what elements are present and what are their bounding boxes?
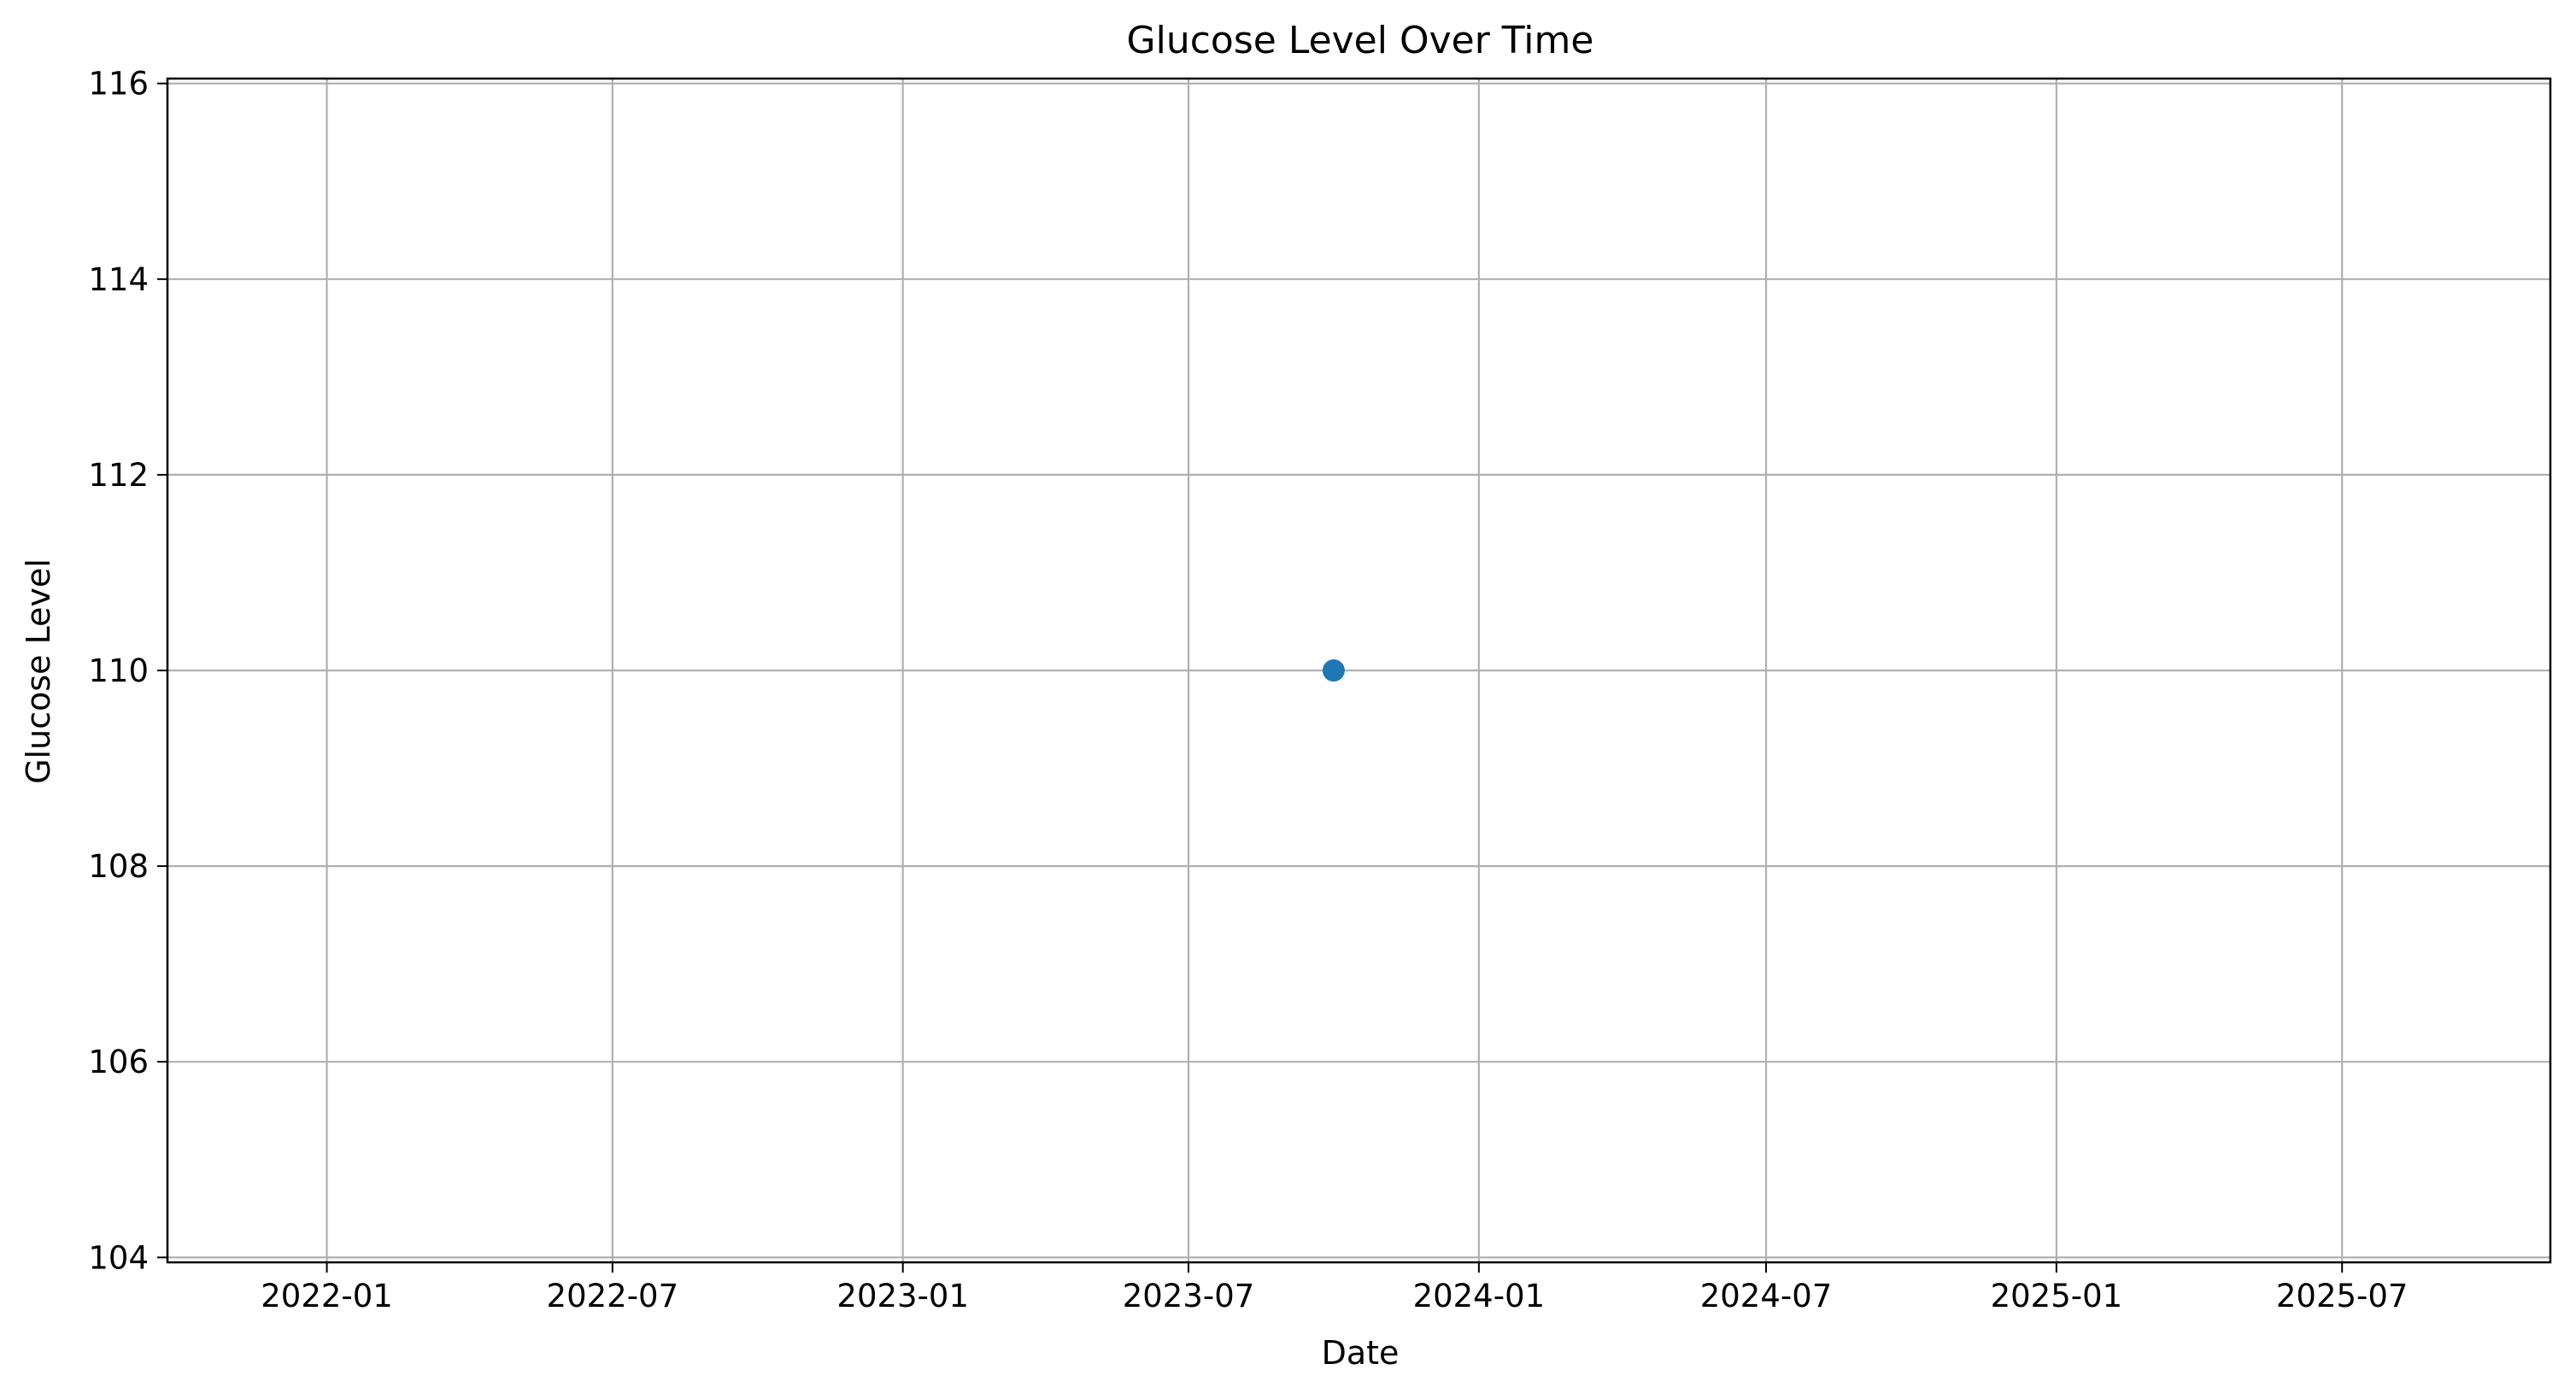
x-tick-label: 2025-01 <box>1991 1278 2123 1314</box>
y-tick-label: 112 <box>88 457 149 494</box>
y-tick-label: 110 <box>88 653 149 689</box>
x-tick-label: 2022-01 <box>261 1278 393 1314</box>
x-tick-label: 2024-07 <box>1700 1278 1833 1314</box>
y-tick-label: 116 <box>88 66 149 102</box>
y-tick-label: 114 <box>88 261 149 298</box>
y-tick-label: 106 <box>88 1044 149 1080</box>
y-tick-label: 104 <box>88 1239 149 1276</box>
y-tick-label: 108 <box>88 848 149 885</box>
x-tick-label: 2024-01 <box>1413 1278 1546 1314</box>
data-points <box>1322 659 1345 682</box>
data-point <box>1322 659 1345 682</box>
x-tick-label: 2022-07 <box>547 1278 679 1314</box>
x-tick-label: 2023-07 <box>1123 1278 1255 1314</box>
x-tick-label: 2023-01 <box>836 1278 969 1314</box>
chart-title: Glucose Level Over Time <box>1127 19 1594 62</box>
y-axis-ticks: 104 106 108 110 112 114 116 <box>88 66 167 1276</box>
y-axis-label: Glucose Level <box>20 559 57 784</box>
x-axis-label: Date <box>1322 1334 1399 1372</box>
grid <box>167 79 2550 1262</box>
x-tick-label: 2025-07 <box>2276 1278 2409 1314</box>
x-axis-ticks: 2022-01 2022-07 2023-01 2023-07 2024-01 2024-… <box>261 1262 2408 1314</box>
